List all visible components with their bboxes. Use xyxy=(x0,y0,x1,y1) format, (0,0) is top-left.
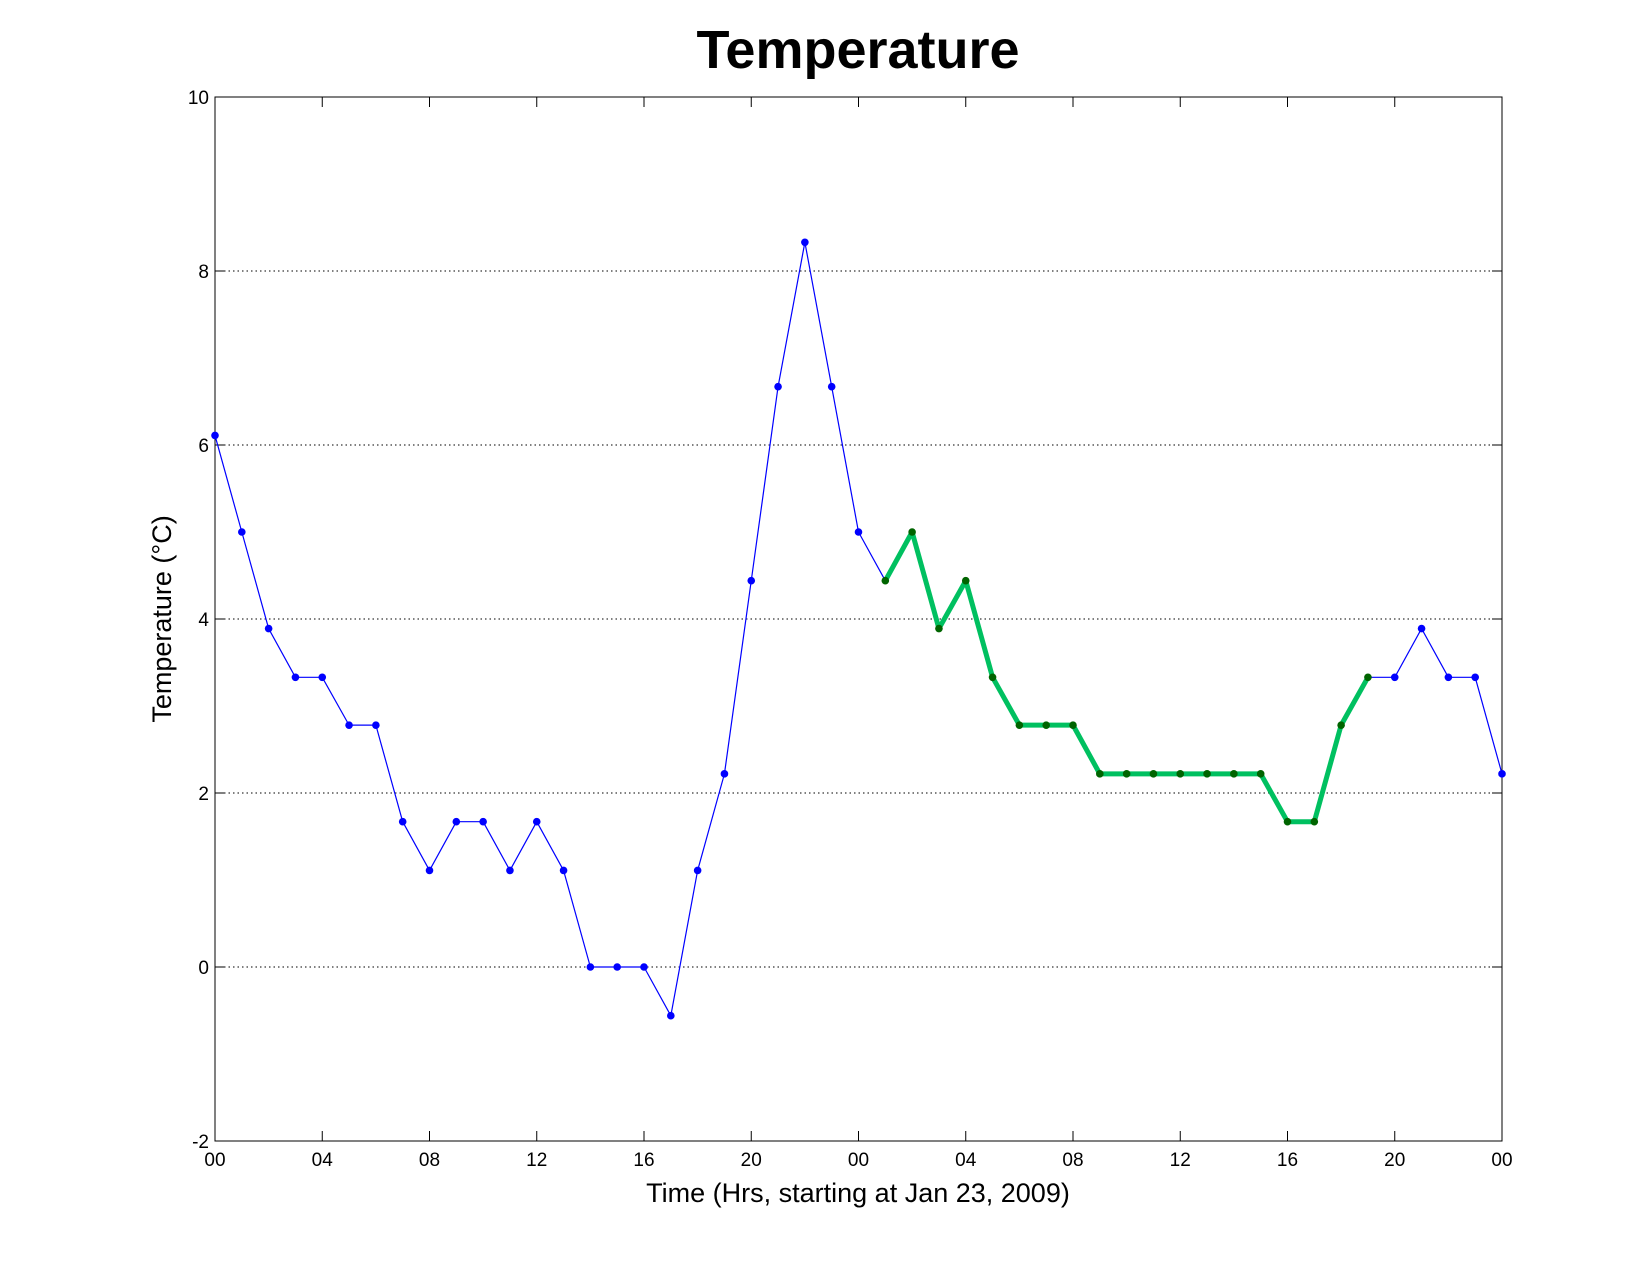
y-tick-label: -2 xyxy=(192,1132,209,1153)
highlight-point xyxy=(988,673,997,682)
x-tick-label: 04 xyxy=(312,1150,334,1171)
data-point xyxy=(532,817,541,826)
x-tick-label: 20 xyxy=(741,1150,762,1171)
data-point xyxy=(1390,673,1399,682)
y-tick-label: 4 xyxy=(198,610,209,631)
data-point xyxy=(774,382,782,391)
data-point xyxy=(264,624,273,633)
data-point xyxy=(586,963,595,971)
data-point xyxy=(1471,673,1479,682)
data-series xyxy=(211,238,1506,1020)
data-point xyxy=(747,576,756,585)
axis-ticks: -2 0 2 4 6 8 10 00 04 08 12 16 20 00 04 08 12 16 20 00 xyxy=(188,88,1513,1171)
grid-lines xyxy=(215,270,1502,968)
data-point xyxy=(1444,673,1453,682)
x-tick-label: 04 xyxy=(955,1150,977,1171)
x-tick-label: 08 xyxy=(1062,1150,1083,1171)
highlight-point xyxy=(1069,721,1077,729)
data-point xyxy=(238,528,246,536)
y-axis-label: Temperature (°C) xyxy=(147,515,177,722)
highlight-point xyxy=(1203,770,1211,778)
data-point xyxy=(425,866,434,875)
highlight-point xyxy=(935,624,943,633)
x-tick-label: 12 xyxy=(1170,1150,1191,1171)
data-point xyxy=(640,963,648,971)
highlight-point xyxy=(961,576,970,585)
highlight-point xyxy=(908,528,916,536)
x-axis-label: Time (Hrs, starting at Jan 23, 2009) xyxy=(646,1178,1070,1208)
highlight-point xyxy=(1096,770,1104,778)
highlight-point xyxy=(1337,721,1345,729)
data-point xyxy=(291,673,300,682)
x-tick-label: 16 xyxy=(1277,1150,1298,1171)
x-tick-label: 00 xyxy=(1491,1150,1512,1171)
data-point xyxy=(559,866,568,875)
highlight-point xyxy=(1364,673,1372,682)
highlight-point xyxy=(1042,721,1050,729)
y-tick-label: 0 xyxy=(198,958,209,979)
data-point xyxy=(801,238,809,247)
highlight-point xyxy=(1230,770,1238,778)
highlight-point xyxy=(1149,770,1158,778)
data-point xyxy=(398,817,407,826)
y-tick-label: 8 xyxy=(198,262,209,283)
y-tick-label: 6 xyxy=(198,436,209,457)
x-tick-label: 12 xyxy=(526,1150,547,1171)
x-tick-label: 20 xyxy=(1384,1150,1405,1171)
data-point xyxy=(211,431,219,440)
y-tick-label: 2 xyxy=(198,784,209,805)
data-point xyxy=(479,817,487,826)
x-tick-label: 00 xyxy=(204,1150,225,1171)
highlight-point xyxy=(1283,817,1292,826)
data-point xyxy=(372,721,380,729)
y-tick-label: 10 xyxy=(188,88,209,109)
x-tick-label: 16 xyxy=(633,1150,654,1171)
x-tick-label: 08 xyxy=(419,1150,440,1171)
data-point xyxy=(720,770,729,778)
data-point xyxy=(667,1011,675,1020)
data-point xyxy=(1498,770,1506,778)
data-point xyxy=(854,528,863,536)
data-point xyxy=(318,673,327,682)
highlight-point xyxy=(1256,770,1265,778)
data-point xyxy=(506,866,514,875)
chart-title: Temperature xyxy=(696,20,1019,80)
highlight-point xyxy=(881,576,890,585)
data-point xyxy=(452,817,461,826)
data-point xyxy=(345,721,353,729)
data-point xyxy=(1417,624,1426,633)
highlight-point xyxy=(1015,721,1024,729)
data-point xyxy=(693,866,702,875)
data-point xyxy=(827,382,836,391)
highlight-point xyxy=(1310,817,1319,826)
highlight-point xyxy=(1176,770,1185,778)
data-point xyxy=(613,963,621,971)
x-tick-label: 00 xyxy=(848,1150,869,1171)
highlight-point xyxy=(1122,770,1131,778)
